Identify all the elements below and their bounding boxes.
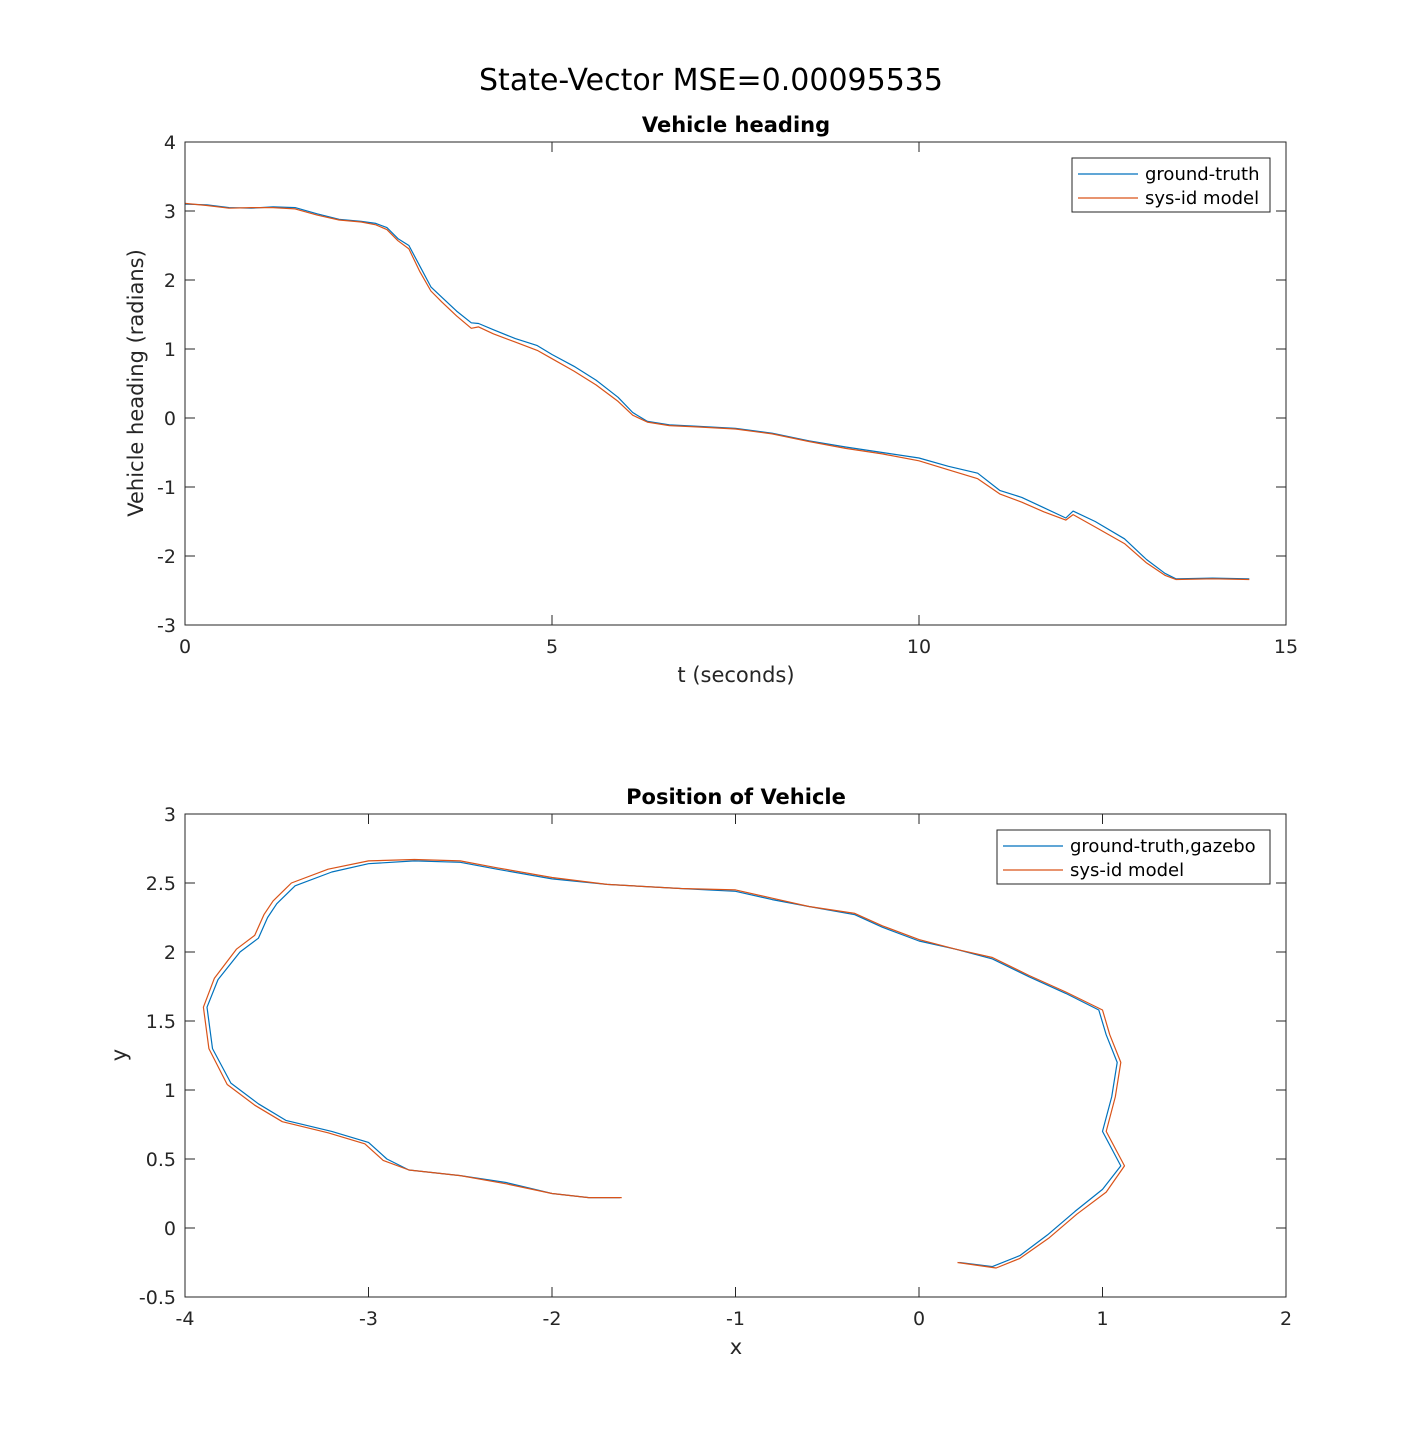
heading-plot-lines: [184, 202, 1250, 581]
heading-plot-legend-box: [1071, 157, 1271, 213]
heading-plot-ticks: 0 5 10 15 -3 -2 -1 0 1 2 3 4: [157, 132, 1298, 658]
position-plot-ytick-label: 0: [164, 1218, 176, 1240]
heading-plot-ylabel: Vehicle heading (radians): [124, 249, 148, 517]
position-plot-ytick-label: 3: [164, 804, 176, 826]
heading-plot-title: Vehicle heading: [642, 113, 830, 137]
heading-plot-series-line-ground-truth: [184, 203, 1250, 580]
heading-plot-ytick-label: -3: [157, 615, 176, 637]
position-plot-legend: ground-truth,gazebo sys-id model: [996, 829, 1271, 885]
position-plot-ytick-label: -0.5: [139, 1287, 176, 1309]
heading-plot-ytick-label: -2: [157, 546, 176, 568]
position-plot-xtick-label: -2: [543, 1308, 562, 1330]
position-plot-lines: [202, 858, 1126, 1269]
position-plot-ytick-label: 1: [164, 1080, 176, 1102]
heading-plot-xtick-label: 10: [907, 636, 931, 658]
heading-plot-legend-label-2: sys-id model: [1145, 188, 1259, 209]
position-plot-ytick-label: 0.5: [146, 1149, 176, 1171]
position-plot-ytick-label: 2.5: [146, 873, 176, 895]
position-plot-series-line-ground-truth: [206, 860, 1122, 1268]
heading-plot-legend-label-1: ground-truth: [1145, 164, 1260, 185]
position-plot-legend-label-1: ground-truth,gazebo: [1070, 836, 1256, 857]
heading-plot-xlabel: t (seconds): [677, 663, 794, 687]
position-plot-ytick-label: 2: [164, 942, 176, 964]
position-plot-legend-box: [996, 829, 1271, 885]
heading-plot-ytick-label: 1: [164, 339, 176, 361]
position-plot-ylabel: y: [107, 1049, 131, 1061]
heading-plot-series-line-sys-id-model: [184, 202, 1250, 581]
heading-plot-xtick-label: 15: [1274, 636, 1298, 658]
figure-suptitle: State-Vector MSE=0.00095535: [479, 63, 943, 98]
position-plot-title: Position of Vehicle: [626, 785, 846, 809]
position-plot-xtick-label: -4: [176, 1308, 195, 1330]
heading-plot: Vehicle heading 0 5 10 15 -3 -2 -1 0 1 2 3 4 t (sec…: [124, 113, 1298, 687]
position-plot-series-line-sys-id-model: [202, 858, 1126, 1269]
position-plot: Position of Vehicle -4 -3 -2 -1 0 1 2 -0.5 0 0.5 1…: [107, 785, 1292, 1359]
position-plot-xtick-label: 1: [1096, 1308, 1108, 1330]
heading-plot-ytick-label: 0: [164, 408, 176, 430]
position-plot-xtick-label: -3: [359, 1308, 378, 1330]
position-plot-ytick-label: 1.5: [146, 1011, 176, 1033]
position-plot-xlabel: x: [730, 1335, 742, 1359]
heading-plot-ytick-label: 3: [164, 201, 176, 223]
heading-plot-ytick-label: -1: [157, 477, 176, 499]
position-plot-xtick-label: -1: [726, 1308, 745, 1330]
heading-plot-xtick-label: 0: [179, 636, 191, 658]
heading-plot-xtick-label: 5: [546, 636, 558, 658]
position-plot-ticks: -4 -3 -2 -1 0 1 2 -0.5 0 0.5 1 1.5 2 2.5 3: [139, 804, 1292, 1330]
heading-plot-ytick-label: 4: [164, 132, 176, 154]
position-plot-legend-label-2: sys-id model: [1070, 860, 1184, 881]
heading-plot-ytick-label: 2: [164, 270, 176, 292]
heading-plot-legend: ground-truth sys-id model: [1071, 157, 1271, 213]
position-plot-xtick-label: 2: [1280, 1308, 1292, 1330]
position-plot-xtick-label: 0: [913, 1308, 925, 1330]
heading-plot-axes-box: [184, 141, 1287, 626]
